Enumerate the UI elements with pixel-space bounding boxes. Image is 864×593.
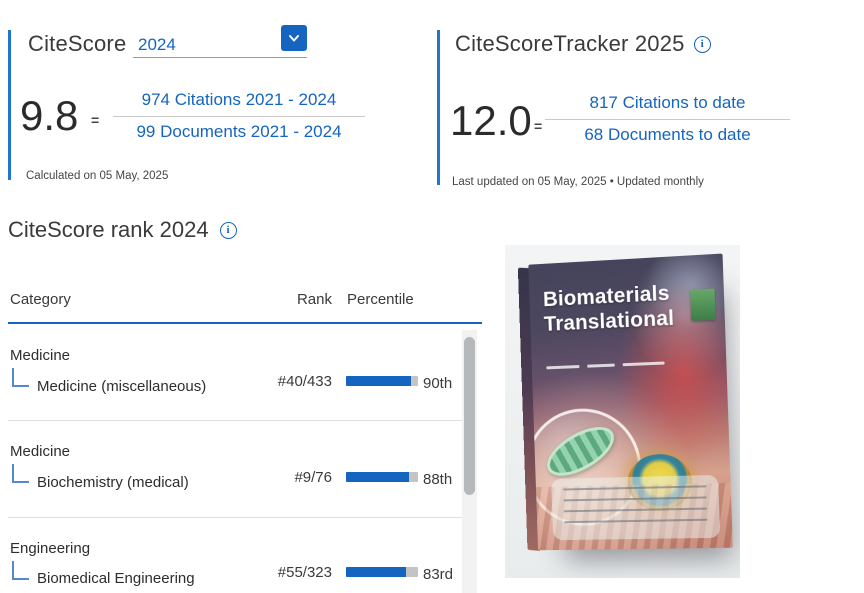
citescore-documents-link[interactable]: 99 Documents 2021 - 2024 — [136, 122, 342, 141]
chevron-down-icon — [287, 31, 301, 45]
citescore-year-value[interactable]: 2024 — [138, 35, 176, 54]
tracker-citations-link[interactable]: 817 Citations to date — [589, 93, 746, 112]
tracker-equals: = — [534, 118, 543, 134]
category-subcategory: Biochemistry (medical) — [37, 474, 189, 491]
journal-cover-front: Biomaterials Translational — [528, 253, 733, 551]
subcategory-clip: Biomedical Engineering — [37, 570, 195, 588]
tracker-footnote: Last updated on 05 May, 2025 • Updated m… — [452, 176, 704, 188]
subcategory-connector — [12, 464, 29, 483]
category-subcategory: Biomedical Engineering — [37, 570, 195, 587]
subcategory-connector — [12, 561, 29, 580]
citescore-accent-bar — [8, 30, 11, 180]
percentile-bar — [346, 376, 418, 386]
rank-value: #55/323 — [277, 564, 332, 581]
citescore-title: CiteScore — [28, 31, 127, 56]
citescore-footnote: Calculated on 05 May, 2025 — [26, 170, 169, 182]
tracker-info-icon[interactable]: i — [693, 35, 711, 53]
mitochondria-illustration — [539, 417, 622, 486]
column-header-category: Category — [10, 291, 71, 308]
citescore-equals: = — [91, 112, 100, 128]
citescore-value: 9.8 — [20, 92, 79, 139]
row-separator — [8, 517, 462, 518]
percentile-label: 90th — [423, 375, 453, 392]
table-scrollbar-thumb[interactable] — [464, 337, 475, 495]
category-parent: Medicine — [10, 347, 71, 364]
fraction-divider — [545, 119, 790, 120]
category-parent: Engineering — [10, 540, 91, 557]
tracker-fraction: 817 Citations to date 68 Documents to da… — [545, 93, 790, 145]
citescore-year-dropdown-button[interactable] — [281, 25, 307, 51]
fraction-divider — [113, 116, 365, 117]
journal-cover-title: Biomaterials Translational — [543, 281, 675, 338]
citescore-citations-link[interactable]: 974 Citations 2021 - 2024 — [141, 90, 337, 109]
percentile-bar — [346, 472, 418, 482]
schematic-panel-illustration — [551, 474, 721, 541]
table-scrollbar-track[interactable] — [462, 330, 477, 593]
percentile-bar-fill — [346, 472, 410, 482]
tracker-header: CiteScoreTracker 2025 i — [455, 31, 711, 57]
citescore-fraction: 974 Citations 2021 - 2024 99 Documents 2… — [113, 90, 365, 142]
tracker-value: 12.0 — [450, 97, 532, 144]
rank-title: CiteScore rank 2024 — [8, 217, 209, 242]
percentile-bar-fill — [346, 376, 411, 386]
row-separator — [8, 420, 462, 421]
journal-cover-image: Biomaterials Translational — [505, 245, 740, 578]
percentile-label: 88th — [423, 471, 453, 488]
percentile-bar-fill — [346, 567, 406, 577]
citescore-year-underline — [133, 57, 307, 58]
category-parent: Medicine — [10, 443, 71, 460]
rank-value: #9/76 — [294, 469, 332, 486]
rank-header: CiteScore rank 2024 i — [8, 217, 237, 243]
category-subcategory: Medicine (miscellaneous) — [37, 378, 207, 395]
journal-cover-meta-line — [546, 361, 665, 370]
rank-value: #40/433 — [277, 373, 332, 390]
tracker-documents-link[interactable]: 68 Documents to date — [584, 125, 751, 144]
percentile-bar — [346, 567, 418, 577]
journal-cover-title-line2: Translational — [543, 306, 675, 337]
tracker-title: CiteScoreTracker 2025 — [455, 31, 685, 56]
table-header-rule — [8, 322, 482, 324]
column-header-rank: Rank — [296, 291, 332, 308]
journal-cover-book: Biomaterials Translational — [517, 253, 733, 551]
journal-logo-badge — [690, 288, 716, 321]
percentile-label: 83rd — [423, 566, 454, 583]
tracker-accent-bar — [437, 30, 440, 185]
subcategory-connector — [12, 368, 29, 387]
rank-info-icon[interactable]: i — [219, 221, 237, 239]
column-header-percentile: Percentile — [347, 291, 414, 308]
